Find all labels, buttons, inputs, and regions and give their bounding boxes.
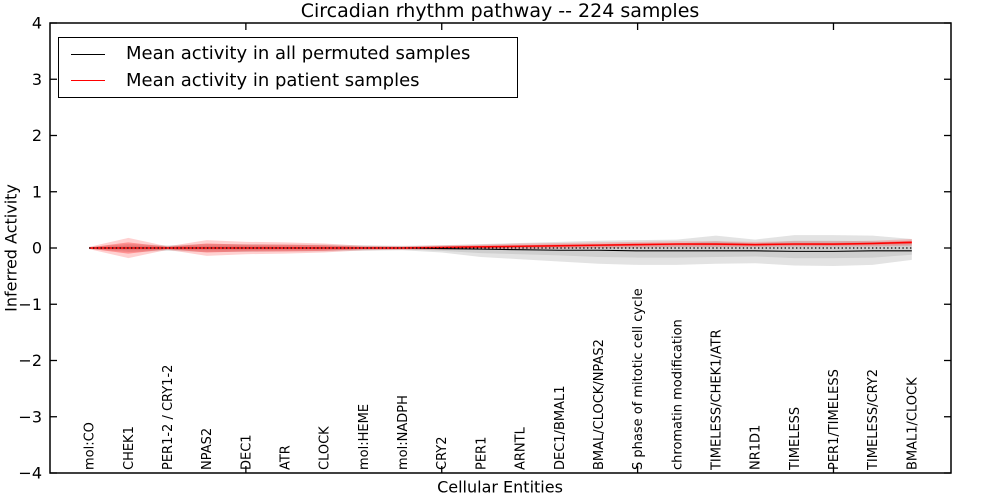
x-category-label: TIMELESS [788,407,803,471]
y-axis-label: Inferred Activity [1,184,21,312]
band-permuted-range [89,235,912,266]
x-category-label: PER1-2 / CRY1-2 [161,365,176,470]
x-category-label: ARNTL [514,426,529,470]
y-tick-label: 4 [32,14,42,33]
x-category-label: NPAS2 [200,428,215,470]
x-category-label: CRY2 [435,437,450,471]
x-category-label: chromatin modification [670,319,685,470]
x-category-label: mol:CO [83,422,98,470]
x-category-label: NR1D1 [749,425,764,470]
x-axis-label: Cellular Entities [437,477,563,497]
y-tick-label: −2 [18,351,42,370]
legend-item-patient: Mean activity in patient samples [59,69,517,91]
x-category-label: TIMELESS/CRY2 [866,369,881,471]
x-category-label: DEC1/BMAL1 [553,386,568,471]
y-tick-label: −4 [18,464,42,483]
x-category-label: mol:NADPH [396,395,411,470]
x-category-label: DEC1 [239,434,254,470]
y-tick-label: 2 [32,126,42,145]
y-tick-label: −3 [18,407,42,426]
x-category-label: CHEK1 [122,426,137,470]
x-category-label: BMAL1/CLOCK [905,377,920,470]
legend: Mean activity in all permuted samples Me… [58,37,518,98]
legend-item-permuted: Mean activity in all permuted samples [59,44,517,64]
y-tick-label: 1 [32,182,42,201]
legend-label-patient: Mean activity in patient samples [126,69,420,91]
x-category-label: BMAL/CLOCK/NPAS2 [592,339,607,470]
x-category-label: CLOCK [318,426,333,470]
chart-title: Circadian rhythm pathway -- 224 samples [300,0,700,22]
x-category-label: ATR [279,445,294,470]
y-tick-label: 3 [32,70,42,89]
x-category-label: mol:HEME [357,404,372,470]
plot-frame [49,22,952,474]
x-category-label: TIMELESS/CHEK1/ATR [709,329,724,471]
y-tick-label: −1 [18,295,42,314]
permuted-line-swatch [71,53,105,55]
x-category-label: PER1/TIMELESS [827,369,842,470]
y-tick-label: 0 [32,239,42,258]
x-category-label: S phase of mitotic cell cycle [631,288,646,470]
x-category-label: PER1 [474,437,489,470]
legend-label-permuted: Mean activity in all permuted samples [126,43,471,65]
patient-line-swatch [71,80,105,82]
